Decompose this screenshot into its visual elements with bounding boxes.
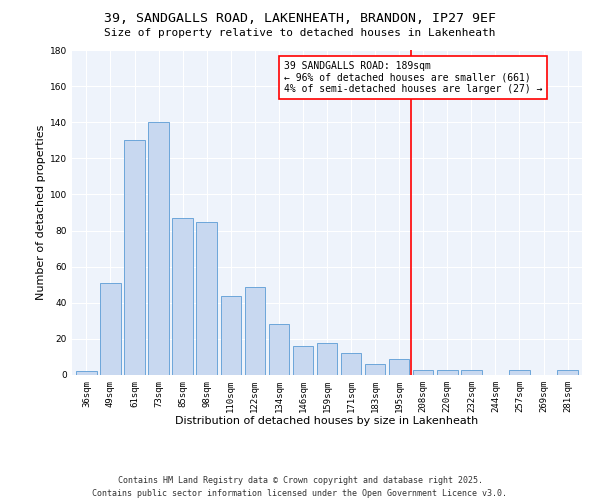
Bar	[341, 354, 361, 375]
Text: 39 SANDGALLS ROAD: 189sqm
← 96% of detached houses are smaller (661)
4% of semi-: 39 SANDGALLS ROAD: 189sqm ← 96% of detac…	[284, 61, 542, 94]
Bar	[413, 370, 433, 375]
Bar	[389, 359, 409, 375]
Bar	[437, 370, 458, 375]
Bar	[196, 222, 217, 375]
Y-axis label: Number of detached properties: Number of detached properties	[36, 125, 46, 300]
Bar	[124, 140, 145, 375]
Bar	[221, 296, 241, 375]
Bar	[76, 372, 97, 375]
Bar	[557, 370, 578, 375]
Bar	[148, 122, 169, 375]
Bar	[293, 346, 313, 375]
Text: Contains HM Land Registry data © Crown copyright and database right 2025.
Contai: Contains HM Land Registry data © Crown c…	[92, 476, 508, 498]
Bar	[172, 218, 193, 375]
Bar	[269, 324, 289, 375]
Text: Size of property relative to detached houses in Lakenheath: Size of property relative to detached ho…	[104, 28, 496, 38]
Bar	[317, 342, 337, 375]
Bar	[245, 286, 265, 375]
Bar	[461, 370, 482, 375]
Bar	[509, 370, 530, 375]
X-axis label: Distribution of detached houses by size in Lakenheath: Distribution of detached houses by size …	[175, 416, 479, 426]
Bar	[100, 283, 121, 375]
Bar	[365, 364, 385, 375]
Text: 39, SANDGALLS ROAD, LAKENHEATH, BRANDON, IP27 9EF: 39, SANDGALLS ROAD, LAKENHEATH, BRANDON,…	[104, 12, 496, 26]
